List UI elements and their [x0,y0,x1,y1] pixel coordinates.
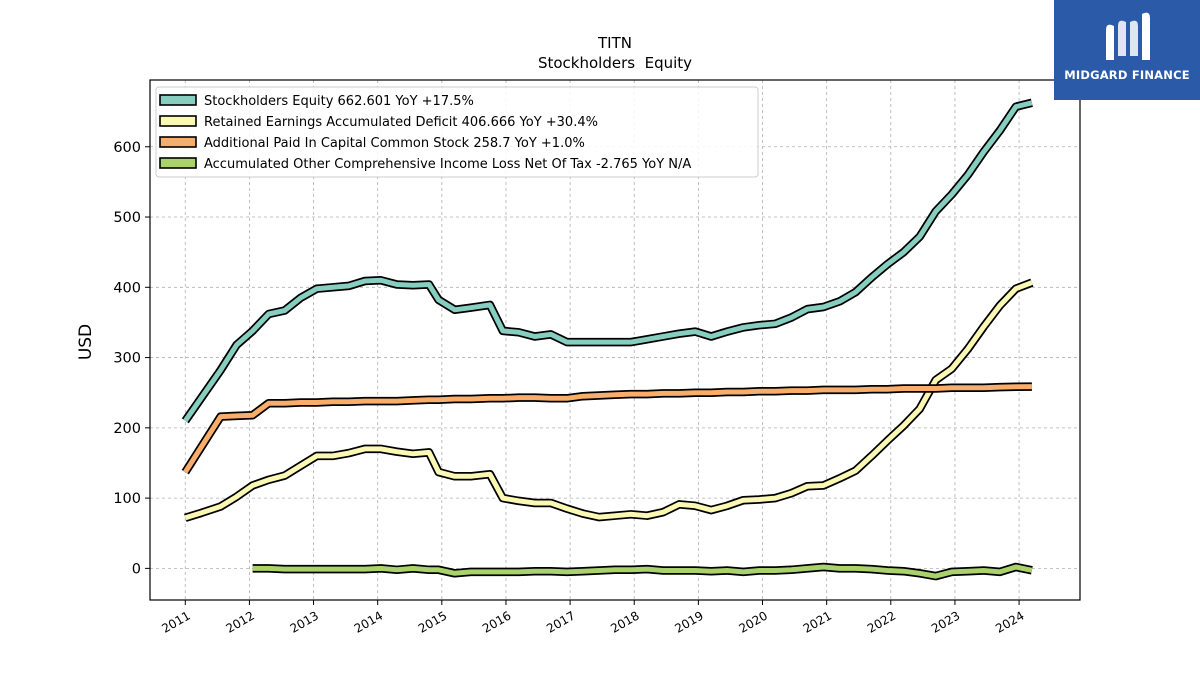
x-tick-label: 2017 [544,608,577,635]
plot-frame [149,79,1081,601]
y-tick-label: 200 [113,421,141,437]
legend-entry: Stockholders Equity 662.601 YoY +17.5% [204,94,474,109]
legend-swatch [159,136,197,148]
series-line [184,280,1033,521]
legend-box [155,86,759,178]
x-tick-label: 2018 [608,608,641,635]
y-tick-label: 500 [113,210,141,226]
x-tick-label: 2020 [737,608,770,635]
series-line [183,100,1033,423]
legend-swatch [159,94,197,106]
legend-swatch [159,115,197,127]
legend-entry: Accumulated Other Comprehensive Income L… [204,157,691,172]
y-tick-label: 0 [132,561,141,577]
legend-entry: Retained Earnings Accumulated Deficit 40… [204,115,598,130]
brand-name: MIDGARD FINANCE [1064,68,1190,82]
series-line [183,384,1032,474]
x-tick-label: 2014 [352,608,385,635]
y-tick-label: 300 [113,351,141,367]
y-axis-label: USD [76,324,96,360]
y-tick-label: 400 [113,280,141,296]
x-tick-label: 2023 [929,608,962,635]
y-tick-label: 100 [113,491,141,507]
x-tick-label: 2022 [865,608,898,635]
chart-title: TITN [597,34,632,52]
x-tick-label: 2024 [993,608,1026,635]
legend-entry: Additional Paid In Capital Common Stock … [204,136,585,151]
chart-subtitle: Stockholders Equity [538,54,692,72]
midgard-logo-icon [1106,12,1150,61]
x-tick-label: 2021 [801,608,834,635]
legend-swatch [159,157,197,169]
brand-logo: MIDGARD FINANCE [1054,0,1200,100]
x-tick-label: 2011 [159,608,192,635]
y-tick-label: 600 [113,140,141,156]
x-tick-label: 2016 [480,608,513,635]
series-line [252,564,1033,579]
x-tick-label: 2013 [288,608,321,635]
x-tick-label: 2015 [416,608,449,635]
x-tick-label: 2012 [223,608,256,635]
x-tick-label: 2019 [672,608,705,635]
